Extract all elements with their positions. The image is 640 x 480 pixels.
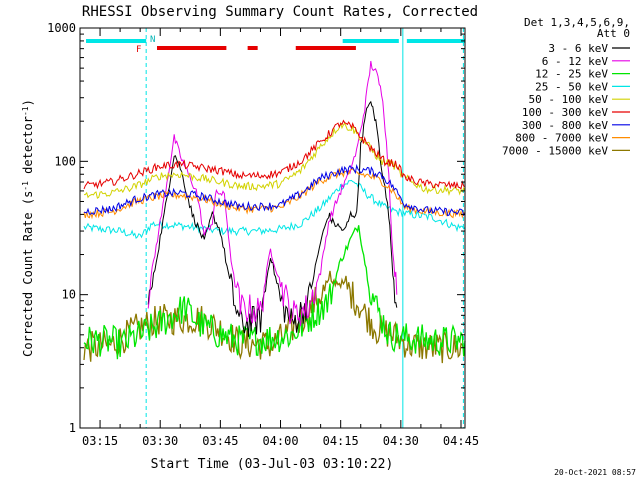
y-tick-label: 1000 xyxy=(47,21,76,35)
x-axis: 03:15 03:30 03:45 04:00 04:15 04:30 04:45 xyxy=(79,28,479,448)
series-line xyxy=(147,100,398,337)
legend-label: 7000 - 15000 keV xyxy=(502,144,608,157)
plot-frame xyxy=(79,27,466,429)
x-tick-label: 04:30 xyxy=(383,434,419,448)
chart-title: RHESSI Observing Summary Count Rates, Co… xyxy=(82,4,478,20)
footer-date: 20-Oct-2021 08:57 xyxy=(554,468,636,477)
series-line xyxy=(83,179,466,240)
y-axis: 1 10 100 1000 xyxy=(47,21,465,435)
x-tick-label: 04:45 xyxy=(443,434,479,448)
x-tick-label: 03:45 xyxy=(202,434,238,448)
legend-label: 3 - 6 keV xyxy=(548,42,608,55)
series-line xyxy=(83,163,466,217)
y-axis-label: Corrected Count Rate (s-1 detector-1) xyxy=(21,99,35,357)
series-line xyxy=(83,119,466,190)
night-marker-label: N xyxy=(150,35,155,45)
y-tick-label: 10 xyxy=(62,288,76,302)
legend-label: 800 - 7000 keV xyxy=(515,132,608,145)
y-tick-label: 1 xyxy=(69,421,76,435)
y-tick-label: 100 xyxy=(54,154,76,168)
series-line xyxy=(83,270,466,364)
flare-marker-label: F xyxy=(136,45,141,55)
x-tick-label: 04:15 xyxy=(323,434,359,448)
legend-label: 25 - 50 keV xyxy=(535,80,608,93)
x-axis-label: Start Time (03-Jul-03 03:10:22) xyxy=(151,457,394,472)
series-line xyxy=(84,121,466,199)
x-tick-label: 03:15 xyxy=(82,434,118,448)
saa-lines xyxy=(145,28,464,428)
legend-label: 100 - 300 keV xyxy=(522,106,608,119)
legend-label: 300 - 800 keV xyxy=(522,119,608,132)
x-tick-label: 03:30 xyxy=(142,434,178,448)
legend-header: Det 1,3,4,5,6,9, xyxy=(524,16,630,29)
series-layer xyxy=(83,60,466,364)
series-line xyxy=(83,225,466,360)
x-tick-label: 04:00 xyxy=(262,434,298,448)
legend-header: Att 0 xyxy=(597,27,630,40)
legend-label: 6 - 12 keV xyxy=(542,55,609,68)
legend-label: 50 - 100 keV xyxy=(529,93,609,106)
legend-label: 12 - 25 keV xyxy=(535,68,608,81)
